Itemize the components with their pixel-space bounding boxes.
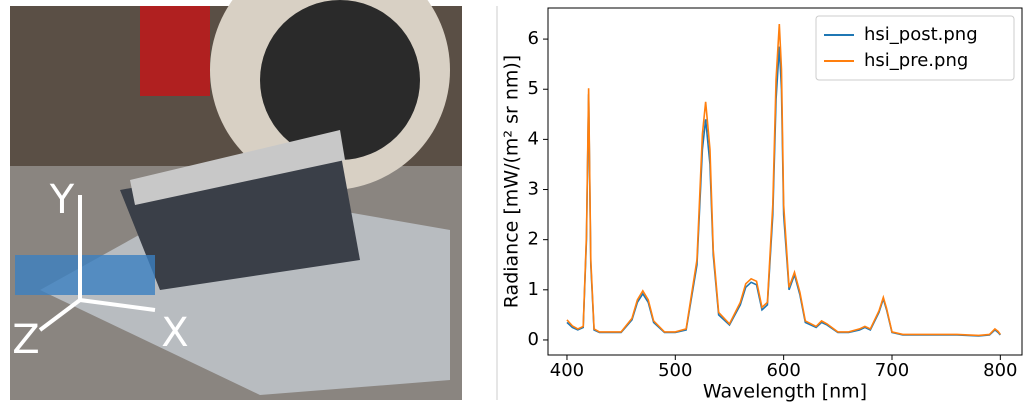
y-tick-label: 4 (528, 128, 539, 149)
plot-frame (547, 7, 1023, 356)
y-tick-label: 0 (528, 329, 539, 350)
y-tick-label: 1 (528, 279, 539, 300)
x-tick-label: 500 (658, 360, 692, 381)
x-tick-label: 800 (983, 360, 1017, 381)
x-tick-label: 700 (875, 360, 909, 381)
chamber-door (260, 0, 420, 160)
y-axis-label: Radiance [mW/(m² sr nm)] (501, 55, 523, 308)
x-axis-label: Wavelength [nm] (703, 381, 867, 403)
x-tick-label: 600 (766, 360, 800, 381)
photo: Y Z X (10, 0, 462, 400)
legend-label: hsi_post.png (864, 24, 978, 45)
y-tick-label: 2 (528, 229, 539, 250)
legend-label: hsi_pre.png (864, 50, 968, 71)
y-tick-label: 3 (528, 179, 539, 200)
legend-box (815, 15, 1015, 81)
axis-label: X (161, 310, 188, 356)
axis-label: Y (49, 177, 75, 223)
z-arrow (38, 298, 82, 332)
series-line (566, 23, 1001, 337)
axis-label: Z (12, 317, 39, 363)
chart: 0 1 2 3 4 5 6 400 500 600 700 800 Wavelength [nm] Rad… (501, 7, 1023, 403)
tape (15, 255, 155, 295)
x-arrow (79, 298, 156, 312)
x-tick-label: 400 (550, 360, 584, 381)
cabinet (140, 6, 210, 96)
device-rail (130, 130, 345, 205)
y-tick-label: 5 (528, 78, 539, 99)
y-tick-label: 6 (528, 28, 539, 49)
